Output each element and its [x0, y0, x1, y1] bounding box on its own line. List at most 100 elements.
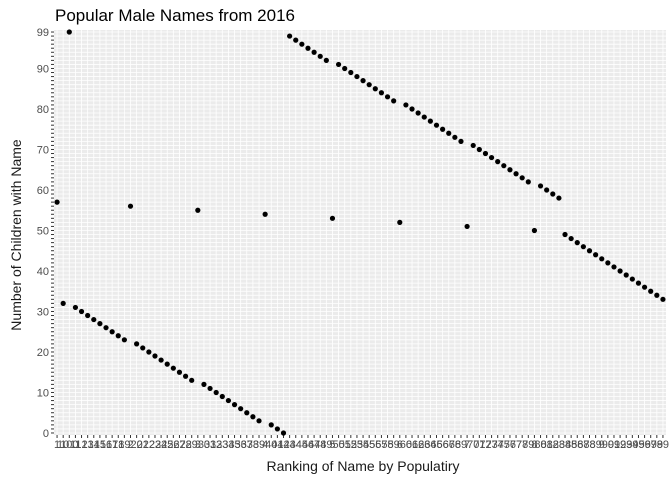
x-tick-label: 33 — [216, 439, 228, 451]
x-tick-label: 62 — [412, 439, 424, 451]
data-point — [433, 122, 440, 128]
data-point — [176, 369, 183, 375]
x-tick-label: 71 — [473, 439, 485, 451]
x-tick-label: 19 — [118, 439, 130, 451]
data-point — [158, 357, 164, 363]
x-tick-label: 43 — [283, 439, 295, 451]
data-point — [384, 94, 391, 100]
data-point — [397, 219, 403, 225]
x-tick-label: 47 — [308, 439, 320, 451]
x-tick-label: 95 — [632, 439, 644, 451]
grid-lines — [54, 30, 666, 435]
data-point — [599, 256, 605, 262]
x-tick-label: 61 — [406, 439, 418, 451]
x-tick-label: 66 — [436, 439, 448, 451]
x-tick-label: 11 — [70, 439, 81, 451]
data-point — [641, 284, 648, 290]
x-tick-label: 29 — [186, 439, 198, 451]
x-tick-label: 6 — [397, 439, 403, 451]
data-point — [488, 154, 495, 161]
data-point — [372, 86, 378, 92]
x-tick-label: 57 — [375, 439, 387, 451]
data-point — [280, 430, 287, 436]
data-point — [287, 33, 293, 39]
data-point — [225, 397, 232, 404]
x-tick-label: 80 — [534, 439, 546, 451]
x-tick-label: 78 — [516, 439, 528, 451]
x-tick-label: 59 — [388, 439, 400, 451]
data-point — [60, 300, 66, 306]
data-point — [556, 195, 562, 201]
x-tick-label: 25 — [161, 439, 173, 451]
data-point — [140, 345, 146, 351]
x-tick-label: 32 — [210, 439, 222, 451]
x-tick-label: 86 — [571, 439, 583, 451]
data-point — [109, 329, 115, 335]
data-point — [415, 110, 421, 116]
y-tick-label: 40 — [37, 266, 49, 278]
x-tick-label: 90 — [602, 439, 614, 451]
data-point — [660, 296, 666, 302]
x-tick-label: 100 — [60, 439, 78, 451]
x-tick-label: 82 — [547, 439, 559, 451]
data-point — [311, 49, 317, 55]
data-point — [544, 187, 550, 193]
x-tick-label: 12 — [75, 439, 87, 451]
data-point — [495, 159, 501, 165]
y-tick-label: 99 — [37, 27, 49, 39]
x-tick-label: 60 — [400, 439, 412, 451]
data-point — [244, 410, 250, 416]
x-tick-label: 22 — [143, 439, 155, 451]
x-tick-label: 2 — [127, 439, 133, 451]
x-tick-label: 94 — [626, 439, 638, 451]
data-point — [231, 402, 238, 408]
data-point — [519, 175, 525, 181]
data-point — [72, 304, 79, 311]
data-point — [323, 57, 329, 63]
data-point — [593, 252, 599, 258]
x-tick-label: 37 — [241, 439, 253, 451]
data-point — [440, 126, 446, 132]
data-point — [452, 134, 458, 140]
x-tick-label: 21 — [137, 439, 149, 451]
x-tick-label: 64 — [424, 439, 436, 451]
data-point — [550, 191, 556, 197]
data-point — [654, 292, 660, 298]
x-tick-label: 81 — [541, 439, 553, 451]
x-tick-label: 42 — [277, 439, 289, 451]
data-point — [164, 361, 170, 367]
x-tick-label: 50 — [332, 439, 344, 451]
data-point — [85, 312, 91, 319]
data-point — [446, 130, 452, 136]
x-tick-label: 24 — [155, 439, 167, 451]
x-tick-label: 74 — [492, 439, 504, 451]
data-point — [127, 203, 134, 209]
x-tick-label: 96 — [638, 439, 650, 451]
y-tick-label: 20 — [37, 347, 49, 359]
data-point — [507, 167, 513, 173]
data-point — [525, 179, 531, 185]
data-point — [54, 199, 60, 205]
data-point — [219, 393, 225, 400]
data-point — [366, 82, 372, 88]
data-point — [574, 240, 580, 246]
x-tick-label: 27 — [173, 439, 185, 451]
data-point — [342, 65, 348, 72]
data-point — [482, 150, 489, 157]
data-point — [305, 45, 311, 51]
x-tick-label: 36 — [235, 439, 247, 451]
data-point — [458, 138, 464, 144]
x-tick-label: 4 — [262, 439, 268, 451]
x-tick-label: 68 — [449, 439, 461, 451]
data-point — [580, 244, 586, 250]
data-point — [189, 377, 195, 383]
x-tick-label: 51 — [339, 439, 351, 451]
data-point — [262, 211, 268, 217]
x-tick-label: 69 — [455, 439, 467, 451]
data-point — [476, 146, 482, 153]
y-tick-label: 70 — [37, 144, 49, 156]
x-tick-label: 44 — [290, 439, 302, 451]
x-tick-label: 45 — [296, 439, 308, 451]
x-tick-label: 10 — [57, 439, 69, 451]
